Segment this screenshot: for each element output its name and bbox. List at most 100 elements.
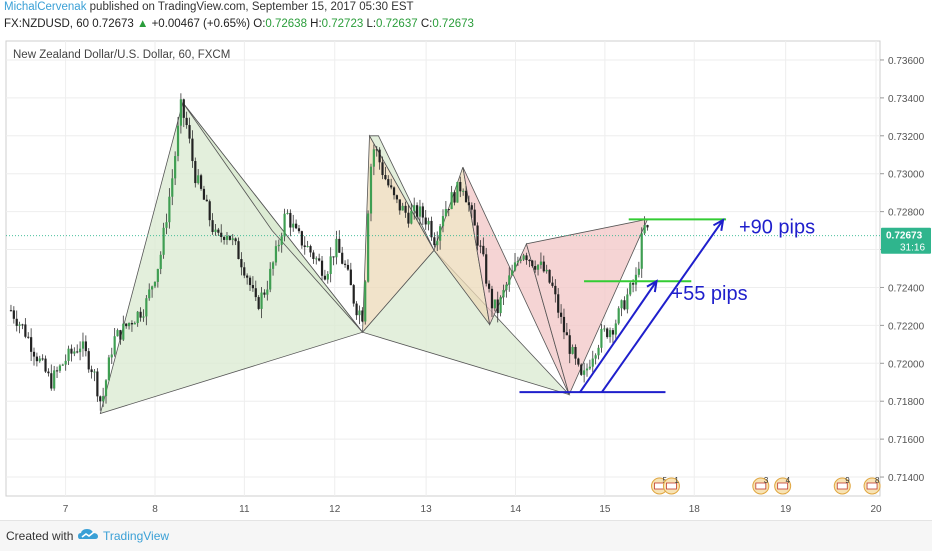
candle-body	[191, 138, 194, 162]
us-flag-icon	[777, 482, 789, 490]
candle-body	[588, 366, 591, 369]
y-tick-label: 0.71600	[888, 435, 925, 446]
candle-body	[528, 260, 531, 262]
chart-title: New Zealand Dollar/U.S. Dollar, 60, FXCM	[13, 49, 230, 61]
candle-body	[418, 206, 422, 217]
low-label: L:	[366, 18, 377, 30]
change-value: +0.00467 (+0.65%)	[151, 18, 251, 30]
candle-body	[240, 259, 243, 268]
arrow-55[interactable]	[579, 280, 658, 393]
candle-body	[450, 192, 453, 210]
candle-body	[217, 229, 220, 233]
candle-body	[306, 246, 309, 248]
candle-body	[70, 348, 73, 354]
candle-body	[580, 364, 583, 375]
candle-body	[554, 285, 557, 295]
candle-body	[585, 368, 589, 371]
candle-body	[413, 205, 416, 211]
candle-body	[473, 209, 476, 226]
candle-body	[462, 190, 465, 192]
candle-body	[430, 220, 433, 238]
last-price: 0.72673	[92, 18, 134, 30]
candle-body	[315, 258, 318, 260]
candle-body	[364, 281, 367, 322]
candle-body	[136, 311, 139, 324]
y-tick-label: 0.72000	[888, 359, 925, 370]
candle-body	[254, 288, 257, 298]
candle-body	[274, 246, 278, 263]
candle-body	[387, 179, 390, 186]
candle-body	[234, 238, 237, 242]
candle-body	[102, 396, 105, 402]
candle-body	[81, 341, 85, 349]
candle-body	[597, 347, 600, 356]
arrow-90[interactable]	[601, 219, 724, 393]
candle-body	[436, 240, 439, 246]
candle-body	[223, 237, 226, 240]
candle-body	[404, 205, 407, 213]
candle-body	[470, 205, 473, 210]
tradingview-cloud-icon	[78, 529, 98, 539]
candle-body	[47, 371, 50, 374]
event-count: 3	[764, 476, 769, 485]
candle-body	[439, 226, 442, 241]
candle-body	[591, 358, 594, 367]
candle-body	[309, 246, 312, 253]
candle-body	[32, 351, 36, 357]
candle-body	[421, 206, 424, 218]
candle-body	[646, 225, 649, 228]
candle-body	[174, 156, 177, 179]
y-tick-label: 0.73600	[888, 56, 925, 67]
candle-body	[467, 202, 471, 206]
pattern-3b[interactable]	[361, 249, 571, 396]
candle-body	[516, 260, 519, 263]
candle-body	[153, 281, 157, 287]
candle-body	[482, 245, 485, 255]
author-link[interactable]: MichalCervenak	[4, 1, 87, 13]
y-tick-label: 0.72200	[888, 321, 925, 332]
tradingview-brand-link[interactable]: TradingView	[103, 529, 170, 543]
label-55-pips[interactable]: +55 pips	[671, 283, 747, 305]
arrow-55-head	[646, 279, 658, 293]
candle-body	[110, 354, 113, 358]
candle-body	[390, 185, 393, 188]
candle-body	[490, 288, 494, 309]
candle-body	[303, 245, 306, 247]
candle-body	[286, 212, 289, 214]
candle-body	[194, 161, 197, 184]
candle-body	[27, 336, 30, 338]
candle-body	[277, 244, 280, 247]
y-tick-label: 0.73000	[888, 170, 925, 181]
high-label: H:	[310, 18, 322, 30]
candle-body	[148, 289, 151, 299]
high-value: 0.72723	[321, 18, 364, 30]
candle-body	[53, 370, 56, 389]
candle-body	[341, 252, 344, 264]
pattern-1b[interactable]	[182, 102, 363, 333]
label-90-pips[interactable]: +90 pips	[739, 216, 815, 238]
us-flag-icon	[836, 482, 848, 490]
candle-body	[197, 175, 200, 184]
pattern-6[interactable]	[525, 218, 649, 396]
candle-body	[395, 195, 399, 200]
candle-body	[171, 178, 174, 197]
y-tick-label: 0.72400	[888, 283, 925, 294]
candle-body	[61, 364, 64, 366]
price-chart[interactable]: 0.71400 0.71600 0.71800 0.72000 0.72200 0.724…	[0, 36, 932, 520]
candle-body	[565, 332, 568, 336]
candle-body	[312, 252, 315, 259]
candle-body	[73, 351, 76, 354]
candle-body	[50, 373, 53, 389]
candle-body	[634, 274, 638, 285]
candle-body	[202, 188, 206, 200]
candle-body	[289, 212, 292, 228]
candle-body	[139, 311, 142, 318]
candle-body	[280, 236, 283, 245]
candle-body	[320, 260, 324, 276]
candle-body	[367, 213, 370, 282]
candle-body	[323, 275, 327, 280]
candle-body	[617, 308, 620, 324]
pattern-3[interactable]	[368, 135, 435, 251]
candle-body	[505, 284, 508, 290]
candle-body	[433, 237, 436, 246]
